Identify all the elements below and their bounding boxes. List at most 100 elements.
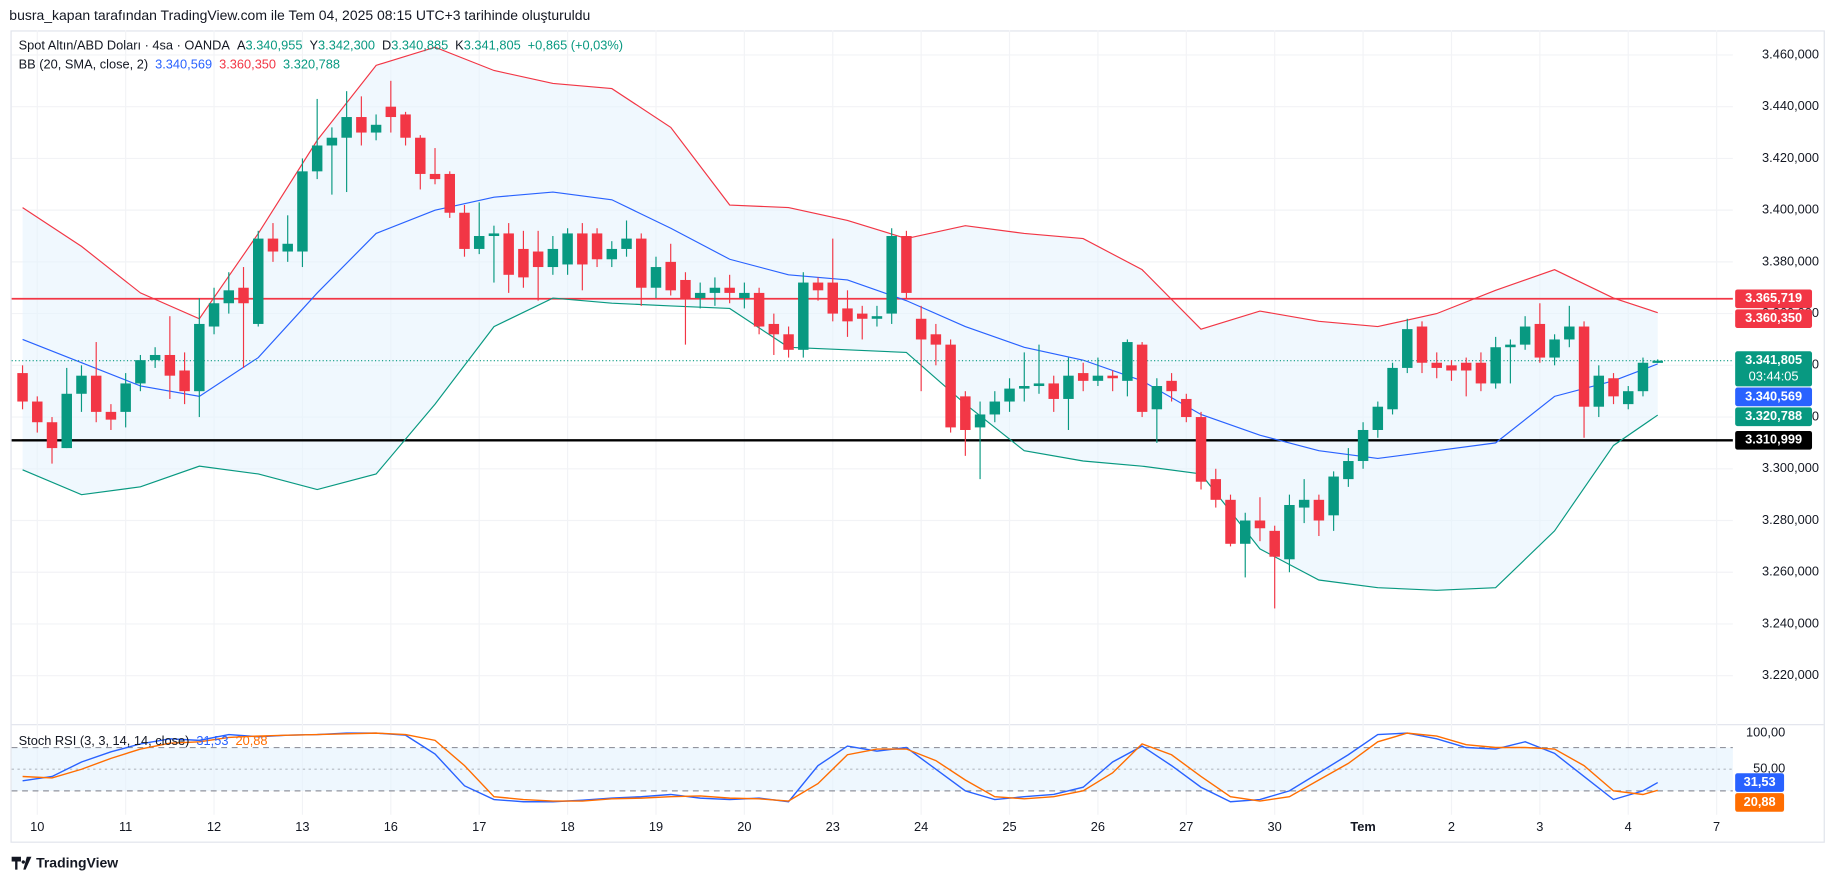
candle-body — [842, 308, 853, 322]
candle-body — [488, 233, 500, 237]
ohlc-key: A — [237, 38, 246, 53]
candle-body — [1343, 461, 1354, 480]
bb-line — [22, 46, 1658, 330]
legend-change: +0,865 (+0,03%) — [528, 38, 623, 53]
axes: 3.460,000 3.440,000 3.420,000 3.400,000 3.38… — [30, 46, 1819, 834]
candle-body — [415, 137, 426, 174]
stoch-name: Stoch RSI (3, 3, 14, 14, close) — [19, 734, 190, 749]
price-label: 3.340,569 — [1745, 388, 1802, 403]
candle-body — [459, 212, 470, 249]
candle-body — [135, 360, 146, 384]
ohlc-key: D — [382, 38, 391, 53]
candle-body — [606, 248, 618, 260]
x-tick-label: 25 — [1002, 819, 1016, 834]
candle-body — [444, 173, 455, 213]
legend-stoch: Stoch RSI (3, 3, 14, 14, close) 31,53 20,8… — [19, 734, 268, 749]
x-tick-label: 26 — [1091, 819, 1105, 834]
x-tick-label: 3 — [1536, 819, 1543, 834]
plot — [11, 46, 1733, 803]
x-tick-label: 27 — [1179, 819, 1193, 834]
candle-body — [61, 393, 72, 449]
candle-body — [1107, 375, 1118, 379]
ohlc-value: 3.341,805 — [464, 38, 521, 53]
candle-body — [694, 292, 706, 299]
candle-body — [636, 238, 647, 288]
candle-body — [326, 137, 338, 146]
stoch-tick-label: 100,00 — [1746, 724, 1785, 739]
stoch-value: 20,88 — [235, 734, 267, 749]
x-tick-label: 13 — [295, 819, 309, 834]
candle-body — [1490, 347, 1501, 384]
candle-body — [960, 396, 971, 430]
candle-body — [90, 375, 102, 412]
candle-body — [621, 238, 632, 249]
candle-body — [208, 303, 220, 327]
candle-body — [503, 233, 514, 275]
candle-body — [1623, 391, 1634, 405]
price-label-box — [1735, 309, 1813, 329]
bb-value: 3.340,569 — [155, 57, 212, 72]
candle-body — [1181, 398, 1192, 418]
ohlc-value: 3.340,955 — [246, 38, 303, 53]
candle-body — [577, 233, 588, 265]
candle-body — [105, 411, 117, 420]
x-tick-label: 10 — [30, 819, 44, 834]
candle-body — [32, 401, 43, 423]
legend-main: Spot Altın/ABD Doları · 4sa · OANDA A3.34… — [19, 38, 623, 53]
y-tick-label: 3.220,000 — [1762, 667, 1819, 682]
candle-body — [370, 124, 382, 133]
x-tick-label: 19 — [649, 819, 663, 834]
candle-body — [915, 318, 927, 340]
candle-body — [650, 267, 662, 288]
candle-body — [311, 145, 323, 172]
stoch-value-box — [1735, 773, 1785, 792]
candle-body — [267, 238, 279, 252]
price-label: 3.310,999 — [1745, 432, 1802, 447]
candle-body — [871, 316, 883, 319]
ohlc-key: Y — [309, 38, 318, 53]
x-tick-label: 18 — [560, 819, 574, 834]
candle-body — [282, 243, 293, 252]
candle-body — [1460, 362, 1472, 371]
candle-body — [591, 233, 603, 260]
price-label-box — [1735, 387, 1813, 407]
y-tick-label: 3.440,000 — [1762, 98, 1819, 113]
candle-body — [709, 287, 721, 293]
candle-body — [253, 238, 264, 324]
x-tick-label: 20 — [737, 819, 751, 834]
header: busra_kapan tarafından TradingView.com i… — [9, 7, 590, 23]
candle-body — [1534, 323, 1546, 358]
stoch-value-box — [1735, 793, 1785, 812]
candle-body — [1195, 417, 1207, 482]
candle-body — [1608, 378, 1619, 397]
candle-body — [886, 236, 897, 314]
candle-body — [46, 422, 58, 449]
candle-body — [974, 414, 986, 428]
x-tick-label: 30 — [1268, 819, 1282, 834]
price-label: 3.365,719 — [1745, 290, 1802, 305]
frame — [10, 30, 1825, 843]
y-tick-label: 3.400,000 — [1762, 202, 1819, 217]
price-label: 3.320,788 — [1745, 408, 1802, 423]
candle-body — [1446, 365, 1457, 371]
candle-body — [930, 334, 942, 345]
price-label: 3.360,350 — [1745, 310, 1802, 325]
price-label-box — [1735, 289, 1813, 309]
candle-body — [1269, 530, 1280, 557]
candle-body — [17, 373, 28, 402]
candle-body — [1151, 386, 1163, 410]
candle-body — [1298, 499, 1310, 508]
logo: TradingView — [11, 854, 118, 871]
bb-name: BB (20, SMA, close, 2) — [19, 57, 149, 72]
x-tick-label: 12 — [207, 819, 221, 834]
candle-body — [768, 323, 780, 335]
candle-body — [1416, 326, 1428, 363]
candle-body — [1549, 339, 1560, 358]
ohlc-value: 3.340,885 — [391, 38, 448, 53]
candle-body — [1122, 342, 1133, 381]
bb-line — [22, 297, 1659, 591]
y-tick-label: 3.280,000 — [1762, 512, 1819, 527]
bb-fill — [22, 47, 1658, 591]
logo-icon — [11, 856, 32, 870]
price-label-box — [1735, 407, 1813, 427]
